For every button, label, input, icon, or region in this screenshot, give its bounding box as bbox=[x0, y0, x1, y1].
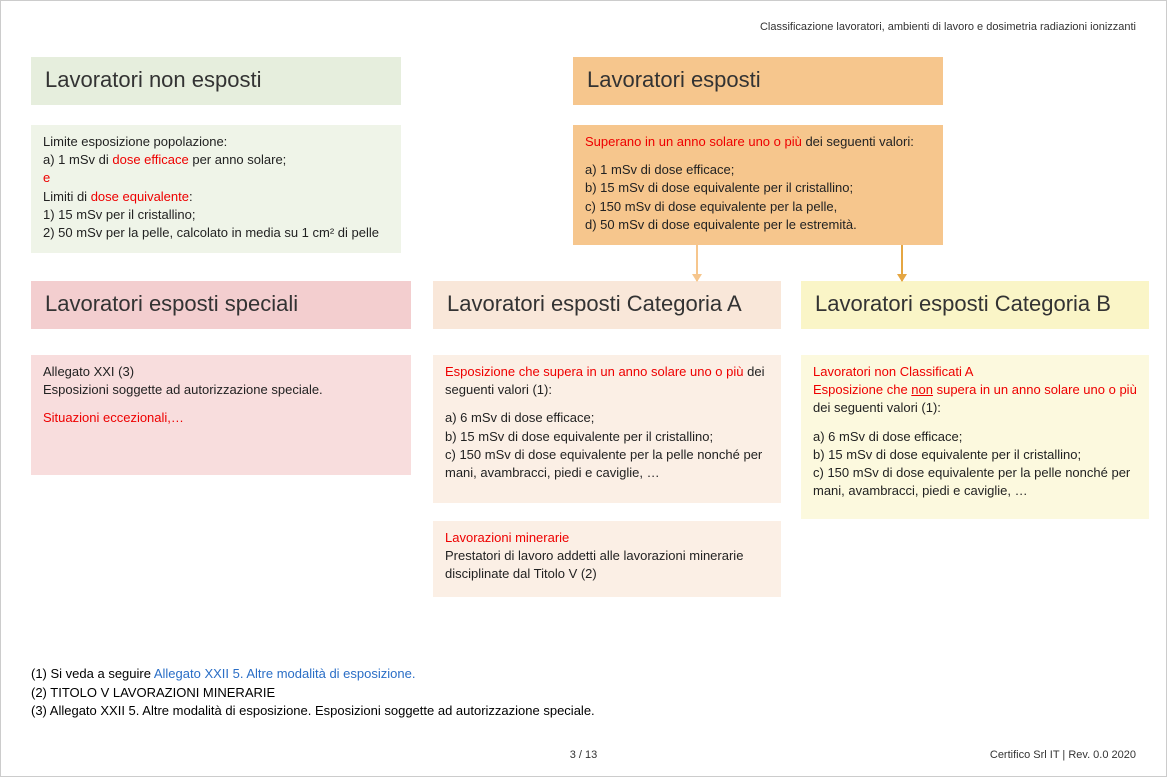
line: c) 150 mSv di dose equivalente per la pe… bbox=[813, 464, 1137, 500]
line: Lavoratori non Classificati A bbox=[813, 363, 1137, 381]
line: a) 1 mSv di dose efficace per anno solar… bbox=[43, 151, 389, 169]
non-esposti-title: Lavoratori non esposti bbox=[31, 57, 401, 105]
line: Allegato XXI (3) bbox=[43, 363, 399, 381]
line: Limite esposizione popolazione: bbox=[43, 133, 389, 151]
line: c) 150 mSv di dose equivalente per la pe… bbox=[585, 198, 931, 216]
line: Superano in un anno solare uno o più dei… bbox=[585, 133, 931, 151]
line: 1) 15 mSv per il cristallino; bbox=[43, 206, 389, 224]
non-esposti-body: Limite esposizione popolazione: a) 1 mSv… bbox=[31, 125, 401, 253]
line: Prestatori di lavoro addetti alle lavora… bbox=[445, 547, 769, 583]
line: Situazioni eccezionali,… bbox=[43, 409, 399, 427]
page-header: Classificazione lavoratori, ambienti di … bbox=[760, 21, 1136, 33]
line: 2) 50 mSv per la pelle, calcolato in med… bbox=[43, 224, 389, 242]
page-footer: 3 / 13 Certifico Srl IT | Rev. 0.0 2020 bbox=[1, 749, 1166, 761]
line: a) 6 mSv di dose efficace; bbox=[813, 428, 1137, 446]
footnote-3: (3) Allegato XXII 5. Altre modalità di e… bbox=[31, 702, 595, 720]
non-esposti-title-text: Lavoratori non esposti bbox=[45, 67, 261, 92]
line: c) 150 mSv di dose equivalente per la pe… bbox=[445, 446, 769, 482]
speciali-body: Allegato XXI (3) Esposizioni soggette ad… bbox=[31, 355, 411, 475]
speciali-title: Lavoratori esposti speciali bbox=[31, 281, 411, 329]
speciali-title-text: Lavoratori esposti speciali bbox=[45, 291, 298, 316]
line: Esposizione che non supera in un anno so… bbox=[813, 381, 1137, 417]
esposti-title: Lavoratori esposti bbox=[573, 57, 943, 105]
line: d) 50 mSv di dose equivalente per le est… bbox=[585, 216, 931, 234]
catA-body: Esposizione che supera in un anno solare… bbox=[433, 355, 781, 503]
line: Limiti di dose equivalente: bbox=[43, 188, 389, 206]
footnote-2: (2) TITOLO V LAVORAZIONI MINERARIE bbox=[31, 684, 595, 702]
footnotes: (1) Si veda a seguire Allegato XXII 5. A… bbox=[31, 665, 595, 720]
line: a) 6 mSv di dose efficace; bbox=[445, 409, 769, 427]
catB-title-text: Lavoratori esposti Categoria B bbox=[815, 291, 1111, 316]
page: Classificazione lavoratori, ambienti di … bbox=[0, 0, 1167, 777]
line: Esposizione che supera in un anno solare… bbox=[445, 363, 769, 399]
catA-mining: Lavorazioni minerarie Prestatori di lavo… bbox=[433, 521, 781, 597]
arrow-to-catB bbox=[901, 245, 903, 281]
catB-title: Lavoratori esposti Categoria B bbox=[801, 281, 1149, 329]
catA-title-text: Lavoratori esposti Categoria A bbox=[447, 291, 742, 316]
catA-title: Lavoratori esposti Categoria A bbox=[433, 281, 781, 329]
line: a) 1 mSv di dose efficace; bbox=[585, 161, 931, 179]
esposti-title-text: Lavoratori esposti bbox=[587, 67, 761, 92]
catB-body: Lavoratori non Classificati A Esposizion… bbox=[801, 355, 1149, 519]
esposti-body: Superano in un anno solare uno o più dei… bbox=[573, 125, 943, 245]
line: e bbox=[43, 169, 389, 187]
arrow-to-catA bbox=[696, 245, 698, 281]
footnote-1: (1) Si veda a seguire Allegato XXII 5. A… bbox=[31, 665, 595, 683]
line: Lavorazioni minerarie bbox=[445, 529, 769, 547]
line: Esposizioni soggette ad autorizzazione s… bbox=[43, 381, 399, 399]
line: b) 15 mSv di dose equivalente per il cri… bbox=[813, 446, 1137, 464]
line: b) 15 mSv di dose equivalente per il cri… bbox=[445, 428, 769, 446]
revision: Certifico Srl IT | Rev. 0.0 2020 bbox=[990, 749, 1136, 761]
line: b) 15 mSv di dose equivalente per il cri… bbox=[585, 179, 931, 197]
